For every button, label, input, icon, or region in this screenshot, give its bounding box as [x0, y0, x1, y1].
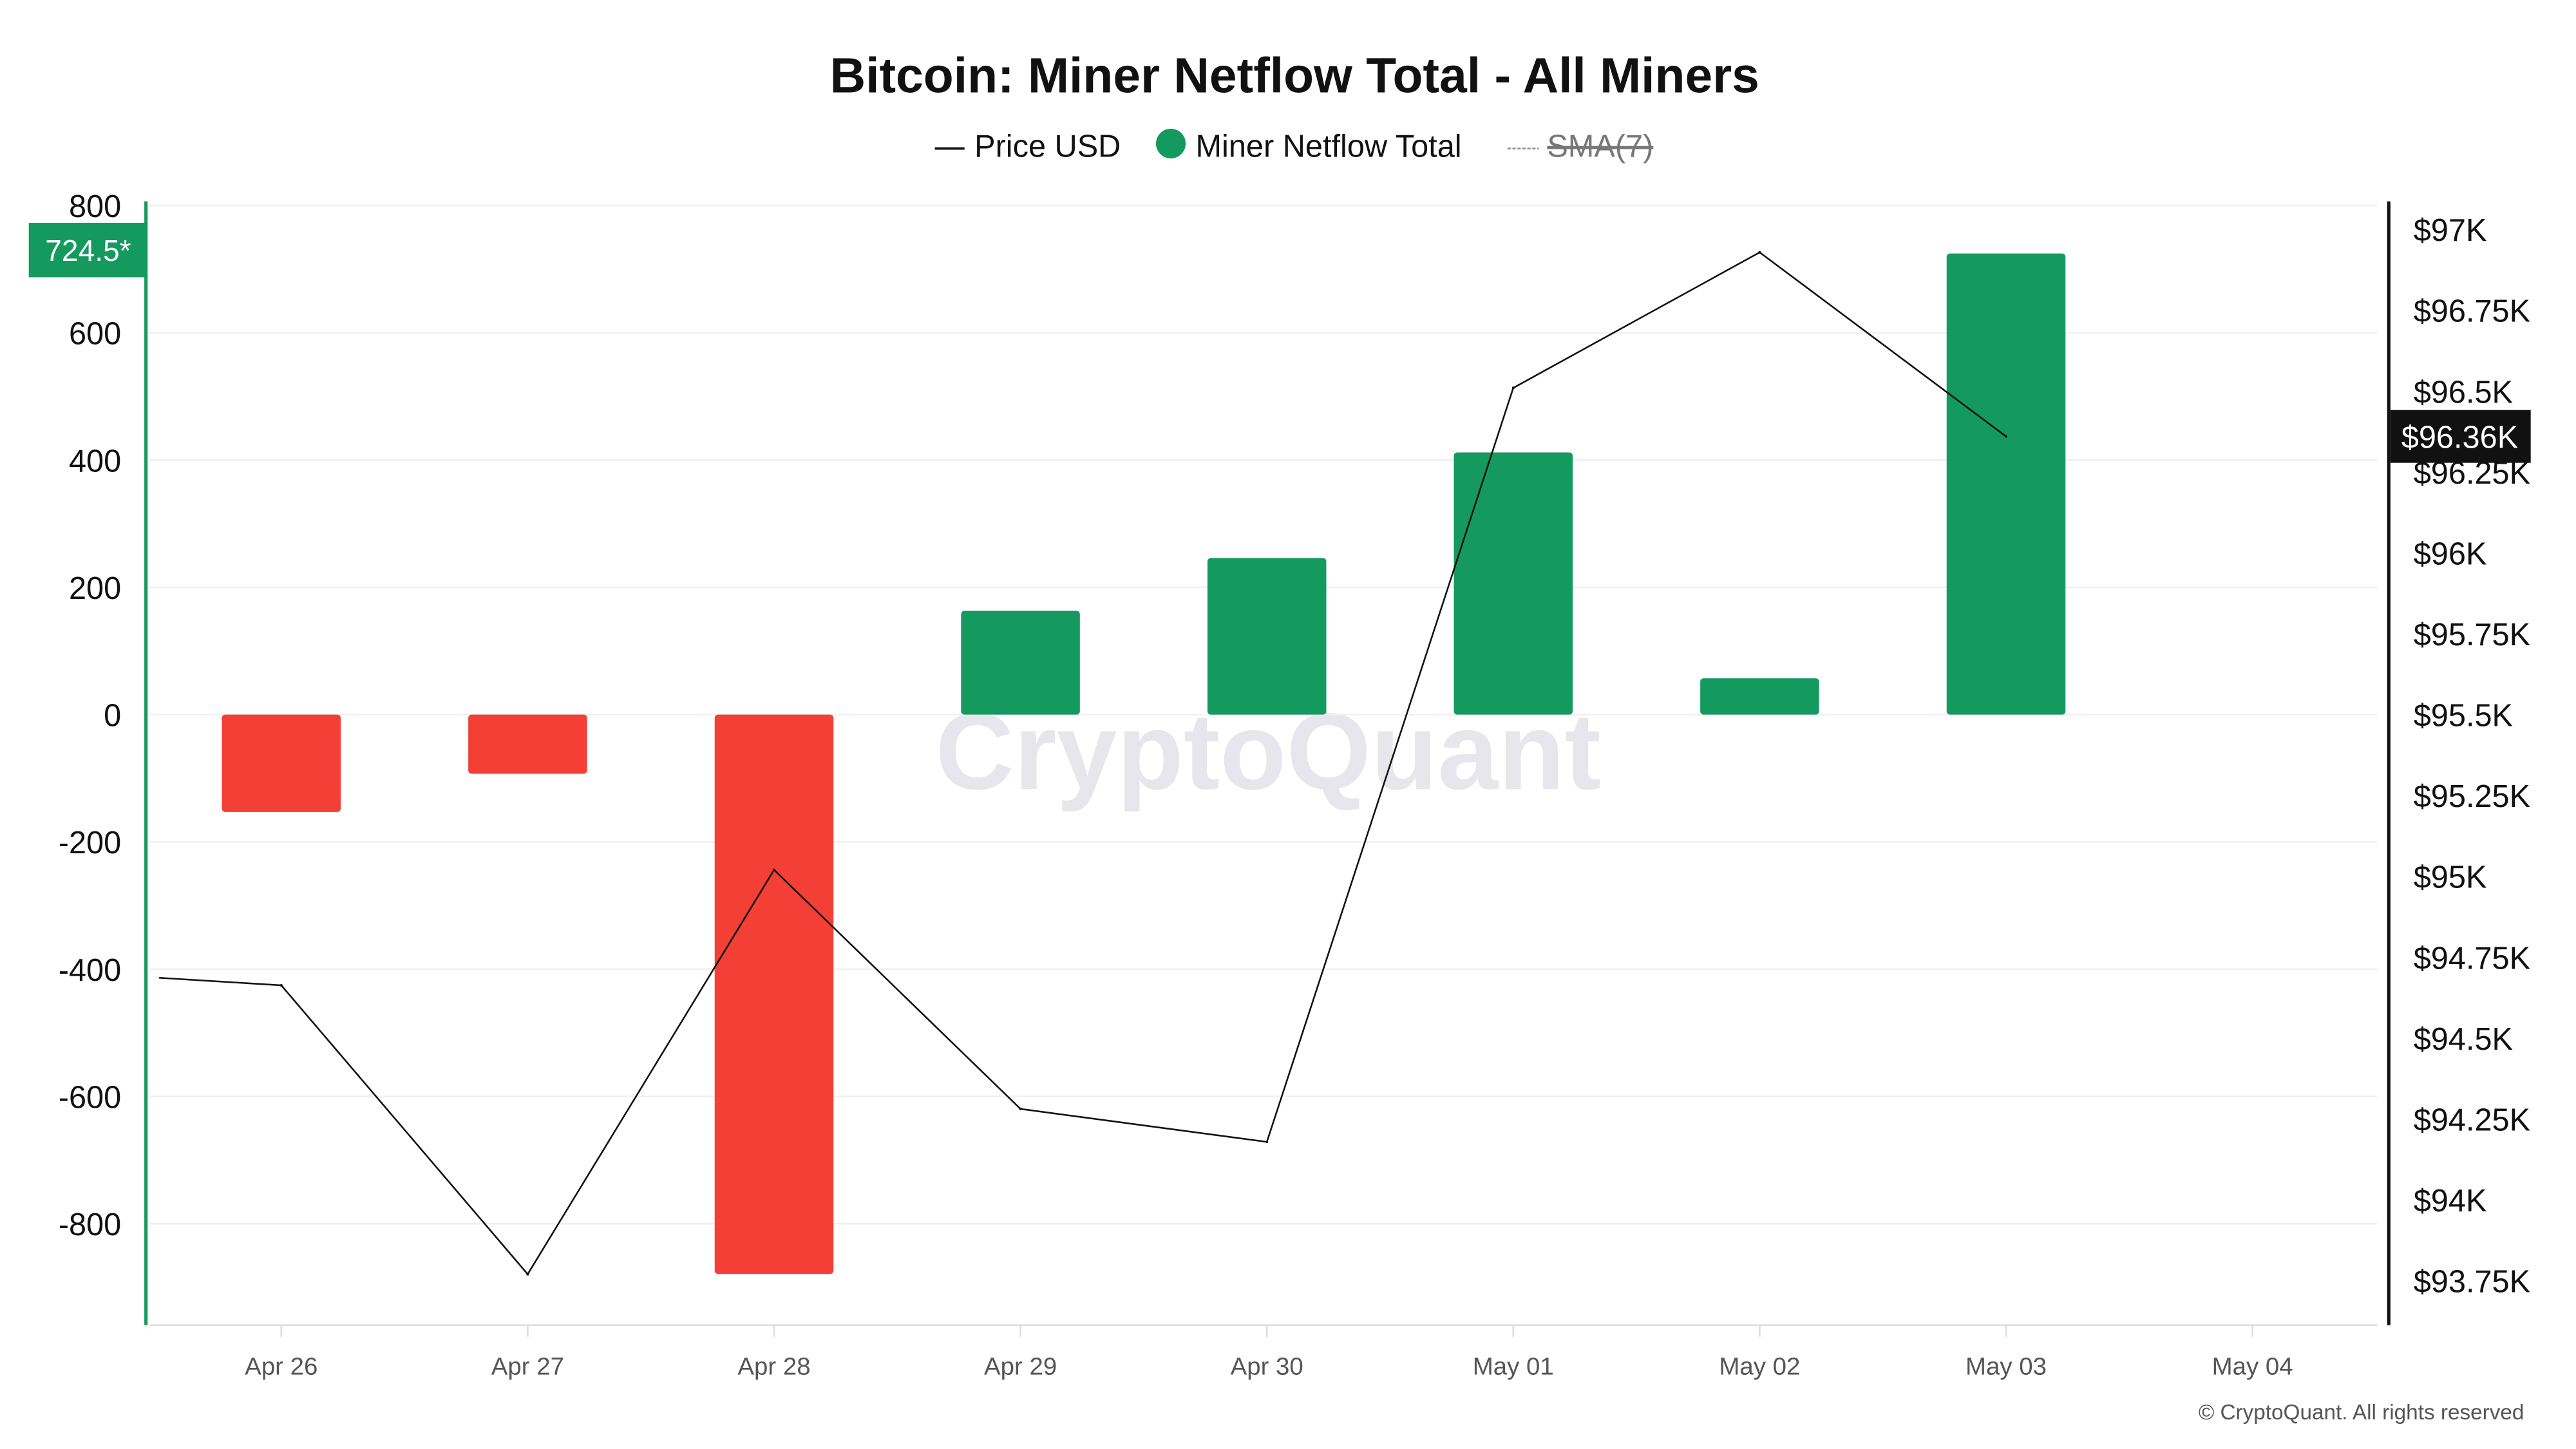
- netflow-bar[interactable]: [1946, 253, 2066, 715]
- left-tick-label: -200: [59, 826, 121, 860]
- netflow-bar[interactable]: [468, 714, 587, 774]
- left-current-value-badge: [28, 222, 146, 278]
- netflow-bar[interactable]: [1454, 452, 1573, 715]
- x-tick-label: May 03: [1965, 1353, 2047, 1381]
- left-tick-label: 200: [69, 571, 121, 606]
- bars: [222, 253, 2066, 1274]
- right-tick-label: $96.5K: [2414, 375, 2513, 410]
- price-point[interactable]: [1511, 386, 1515, 390]
- x-tick-label: Apr 28: [737, 1353, 810, 1381]
- copyright: © CryptoQuant. All rights reserved: [2199, 1401, 2524, 1425]
- netflow-bar[interactable]: [222, 714, 341, 812]
- right-tick-label: $96.75K: [2414, 294, 2530, 329]
- price-point[interactable]: [1758, 251, 1761, 254]
- price-point[interactable]: [1019, 1107, 1022, 1110]
- legend-label-price: Price USD: [974, 129, 1121, 164]
- right-tick-label: $94K: [2414, 1184, 2487, 1218]
- legend-label-netflow: Miner Netflow Total: [1195, 129, 1461, 164]
- netflow-bar[interactable]: [1700, 678, 1819, 715]
- right-current-value-badge: [2390, 410, 2531, 463]
- left-axis: 800 600 400 200 0 -200 -400 -600 -800 724.5*: [28, 189, 148, 1325]
- price-point[interactable]: [772, 868, 776, 871]
- x-tick-label: May 04: [2212, 1353, 2293, 1381]
- x-tick-label: Apr 30: [1231, 1353, 1303, 1381]
- left-tick-label: 0: [104, 699, 121, 734]
- x-tick-label: Apr 27: [491, 1353, 564, 1381]
- right-tick-label: $96K: [2414, 536, 2487, 571]
- left-current-value-label: 724.5*: [45, 234, 131, 267]
- price-line-group: [159, 251, 2008, 1276]
- right-tick-label: $95K: [2414, 860, 2487, 895]
- left-tick-label: 600: [69, 317, 121, 352]
- x-axis: Apr 26 Apr 27 Apr 28 Apr 29 Apr 30 May 01 May …: [149, 1324, 2378, 1381]
- right-tick-label: $94.75K: [2414, 941, 2530, 976]
- right-tick-label: $95.5K: [2414, 699, 2513, 734]
- x-tick-label: Apr 26: [245, 1353, 317, 1381]
- right-current-value-label: $96.36K: [2401, 421, 2518, 455]
- right-tick-label: $95.75K: [2414, 618, 2530, 652]
- right-axis: $97K$96.75K$96.5K$96.25K$96K$95.75K$95.5…: [2387, 201, 2531, 1325]
- chart-title: Bitcoin: Miner Netflow Total - All Miner…: [830, 48, 1759, 104]
- netflow-bar[interactable]: [714, 714, 834, 1274]
- netflow-bar[interactable]: [1207, 558, 1327, 715]
- price-point[interactable]: [1265, 1141, 1269, 1144]
- x-tick-label: May 01: [1473, 1353, 1554, 1381]
- x-tick-label: Apr 29: [984, 1353, 1057, 1381]
- legend-dot-icon: [1155, 128, 1186, 159]
- left-tick-label: 400: [69, 444, 121, 478]
- price-point[interactable]: [279, 983, 283, 987]
- legend-label-sma: SMA(7): [1547, 129, 1653, 164]
- right-tick-label: $94.5K: [2414, 1022, 2513, 1057]
- left-tick-label: -400: [59, 953, 121, 988]
- legend-item-price[interactable]: Price USD: [934, 129, 1121, 164]
- price-point[interactable]: [2004, 435, 2008, 438]
- legend-item-netflow[interactable]: Miner Netflow Total: [1155, 128, 1462, 164]
- right-tick-label: $95.25K: [2414, 779, 2530, 814]
- right-tick-label: $94.25K: [2414, 1103, 2530, 1137]
- left-tick-label: -800: [59, 1208, 121, 1242]
- x-tick-label: May 02: [1719, 1353, 1800, 1381]
- right-tick-label: $97K: [2414, 213, 2487, 248]
- legend-item-sma[interactable]: SMA(7): [1507, 129, 1654, 164]
- price-point[interactable]: [526, 1273, 529, 1276]
- right-tick-label: $93.75K: [2414, 1265, 2530, 1300]
- left-tick-label: 800: [69, 189, 121, 224]
- netflow-bar[interactable]: [961, 611, 1080, 715]
- legend: Price USD Miner Netflow Total SMA(7): [934, 128, 1654, 164]
- left-tick-label: -600: [59, 1080, 121, 1115]
